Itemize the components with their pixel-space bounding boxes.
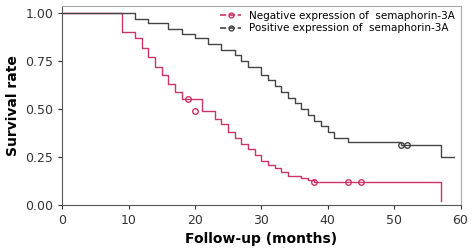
X-axis label: Follow-up (months): Follow-up (months) xyxy=(185,232,337,246)
Legend: Negative expression of  semaphorin-3A, Positive expression of  semaphorin-3A: Negative expression of semaphorin-3A, Po… xyxy=(218,9,457,36)
Y-axis label: Survival rate: Survival rate xyxy=(6,55,19,156)
